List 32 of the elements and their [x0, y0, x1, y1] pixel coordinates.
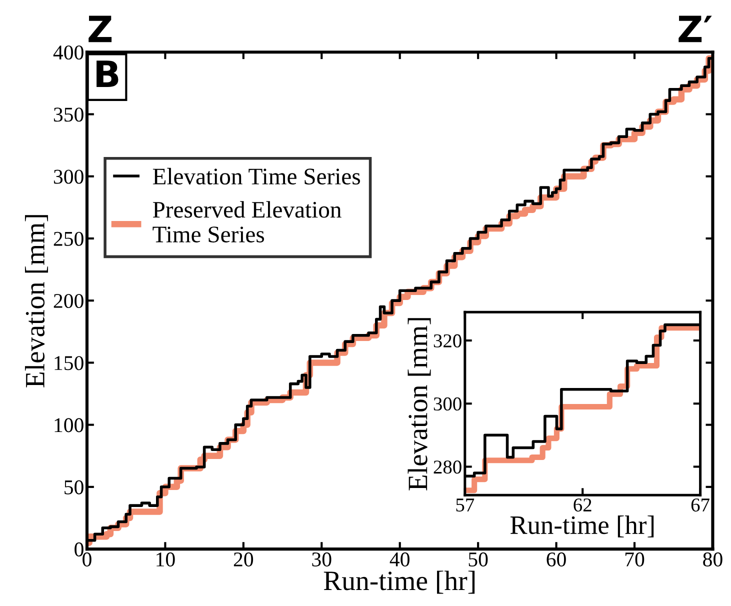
legend-label: Preserved Elevation Time Series [152, 201, 342, 242]
x-tick-label: 70 [625, 552, 644, 566]
annotation: B [96, 60, 118, 88]
y-tick-label: 50 [64, 480, 84, 494]
x-tick-label: 62 [574, 498, 592, 512]
y-tick-label: 280 [434, 460, 462, 474]
x-tick-label: 50 [468, 552, 488, 566]
y-tick-label: 300 [54, 170, 84, 184]
y-tick-label: 200 [54, 294, 84, 308]
x-tick-label: 67 [691, 498, 710, 512]
x-tick-label: 60 [546, 552, 566, 566]
y-tick-label: 0 [74, 542, 84, 556]
text: Z [88, 16, 112, 42]
y-tick-label: 320 [434, 334, 462, 348]
y-tick-label: 350 [54, 108, 84, 122]
y-tick-label: 150 [54, 356, 84, 370]
x-tick-label: 10 [156, 552, 175, 566]
x-tick-label: 80 [703, 552, 722, 566]
text: Z′ [678, 16, 712, 42]
x-tick-label: 57 [456, 498, 474, 512]
y-axis-title: Elevation [mm] [408, 318, 431, 490]
x-axis-title: Run-time [hr] [324, 570, 475, 594]
y-tick-label: 300 [434, 397, 462, 411]
x-tick-label: 20 [234, 552, 254, 566]
x-axis-title: Run-time [hr] [510, 516, 654, 538]
legend-label: Elevation Time Series [152, 168, 360, 185]
y-tick-label: 400 [53, 45, 84, 60]
y-tick-label: 250 [54, 232, 84, 246]
y-tick-label: 100 [54, 418, 84, 432]
y-axis-title: Elevation [mm] [24, 215, 48, 388]
x-tick-label: 40 [390, 552, 410, 566]
x-tick-label: 30 [312, 552, 332, 566]
